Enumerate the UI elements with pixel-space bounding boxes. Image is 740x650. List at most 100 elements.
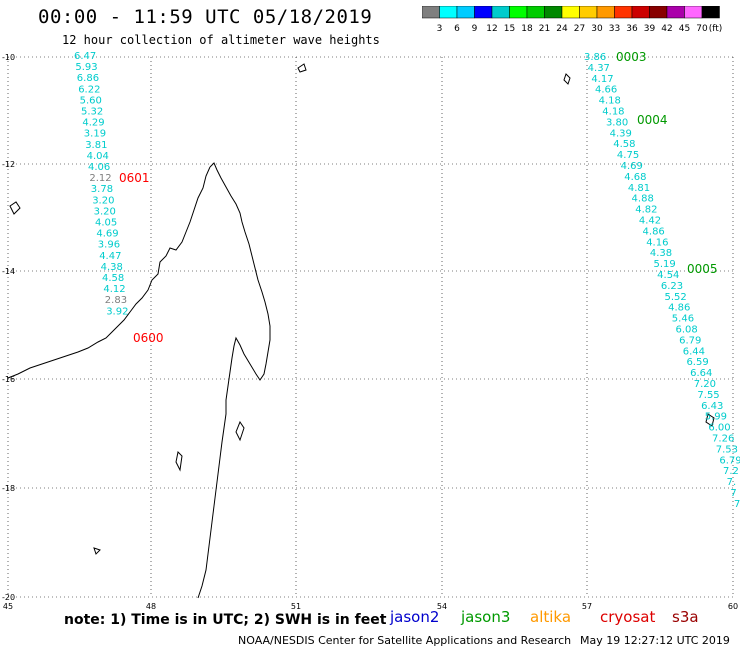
swh-label: 7.	[727, 477, 737, 488]
swh-label: 3.96	[98, 240, 120, 251]
lat-tick-label: -20	[2, 593, 15, 602]
swh-label: 5.32	[81, 107, 103, 118]
colorbar-label: 24	[556, 24, 568, 34]
lon-tick-label: 45	[3, 602, 13, 610]
swh-label: 4.05	[95, 218, 117, 229]
swh-label: 4.66	[595, 85, 617, 96]
legend-s3a: s3a	[672, 608, 699, 626]
colorbar-label: 30	[591, 24, 603, 34]
swh-label: 3.92	[106, 306, 128, 317]
swh-label: 5.99	[705, 412, 727, 423]
island-outline	[563, 73, 571, 85]
island-outline	[297, 63, 307, 73]
swh-label: 6.43	[701, 401, 723, 412]
track-time-label: 0003	[616, 50, 647, 64]
map-subtitle: 12 hour collection of altimeter wave hei…	[62, 33, 380, 47]
swh-label: 4.88	[632, 194, 654, 205]
colorbar-label: 45	[679, 24, 690, 34]
swh-label: 6.47	[74, 51, 96, 62]
track-time-label: 0005	[687, 262, 718, 276]
swh-label: 4.86	[643, 226, 665, 237]
colorbar-label: 39	[644, 24, 656, 34]
legend-cryosat: cryosat	[600, 608, 656, 626]
lon-tick-label: 54	[437, 602, 447, 610]
swh-label: 3.80	[606, 117, 628, 128]
map-title: 00:00 - 11:59 UTC 05/18/2019	[38, 6, 373, 28]
lat-tick-label: -12	[2, 160, 15, 169]
swh-label: 4.12	[103, 284, 125, 295]
lat-tick-label: -14	[2, 267, 15, 276]
swh-label: 4.69	[621, 161, 643, 172]
wave-height-colorbar: 3 6 9 12 15 18 21 24 27 30 33 36 39 42 45 70 (ft)	[422, 6, 722, 34]
swh-label: 4.47	[99, 251, 121, 262]
swh-label: 6.64	[690, 368, 712, 379]
swh-label: 4.18	[602, 107, 624, 118]
colorbar-label: 36	[626, 24, 638, 34]
swh-label: 4.58	[613, 139, 635, 150]
swh-label: 4.18	[599, 96, 621, 107]
footer-note: note: 1) Time is in UTC; 2) SWH is in fe…	[64, 612, 387, 628]
coastline	[7, 63, 715, 599]
swh-label: 4.29	[82, 118, 104, 129]
colorbar-label: 9	[472, 24, 478, 34]
swh-label: 4.54	[657, 270, 679, 281]
altimeter-track-east: 3.864.374.174.664.184.183.804.394.584.75…	[584, 50, 740, 510]
colorbar-label: 18	[521, 24, 533, 34]
swh-label: 3.19	[84, 129, 106, 140]
island-outline	[235, 420, 245, 442]
swh-label: 6.22	[78, 84, 100, 95]
swh-label: 6.23	[661, 281, 683, 292]
island-outline	[9, 201, 21, 215]
swh-label: 7	[730, 488, 736, 499]
colorbar-label: 21	[539, 24, 550, 34]
track-time-label: 0004	[637, 113, 668, 127]
island-outline	[93, 547, 101, 555]
swh-label: 4.38	[101, 262, 123, 273]
lat-tick-label: -16	[2, 375, 15, 384]
swh-label: 4.75	[617, 150, 639, 161]
lon-tick-label: 57	[582, 602, 592, 610]
swh-label: 6.59	[686, 357, 708, 368]
colorbar-label: 70	[696, 24, 708, 34]
island-outline	[175, 450, 183, 472]
swh-label: 4.16	[646, 237, 668, 248]
island-outline	[705, 413, 715, 427]
generated-timestamp: May 19 12:27:12 UTC 2019	[580, 634, 730, 647]
colorbar-label: 42	[661, 24, 672, 34]
swh-label: 2.83	[105, 295, 127, 306]
colorbar-label: 12	[486, 24, 497, 34]
madagascar-coastline	[197, 162, 271, 599]
swh-label: 5.93	[75, 62, 97, 73]
legend-jason2: jason2	[390, 608, 440, 626]
credit-text: NOAA/NESDIS Center for Satellite Applica…	[238, 634, 572, 647]
swh-label: 2.12	[89, 173, 111, 184]
lat-tick-label: -18	[2, 484, 15, 493]
altimeter-track-west: 6.475.936.866.225.605.324.293.193.814.04…	[74, 51, 164, 345]
swh-label: 7	[734, 499, 740, 510]
swh-label: 4.39	[610, 128, 632, 139]
swh-label: 7.53	[716, 444, 738, 455]
colorbar-label: 15	[504, 24, 515, 34]
swh-label: 7.2	[723, 466, 739, 477]
swh-label: 4.68	[624, 172, 646, 183]
swh-label: 4.04	[87, 151, 109, 162]
swh-label: 3.86	[584, 52, 606, 63]
swh-label: 7.20	[694, 379, 716, 390]
swh-label: 6.08	[675, 325, 697, 336]
swh-label: 3.20	[94, 206, 116, 217]
colorbar-label: 33	[609, 24, 620, 34]
legend-altika: altika	[530, 608, 572, 626]
swh-label: 4.58	[102, 273, 124, 284]
swh-label: 4.69	[96, 229, 118, 240]
swh-label: 5.46	[672, 314, 694, 325]
swh-label: 4.17	[591, 74, 613, 85]
track-time-label: 0601	[119, 171, 150, 185]
colorbar-label: 6	[454, 24, 460, 34]
track-time-label: 0600	[133, 331, 164, 345]
swh-label: 4.42	[639, 216, 661, 227]
swh-label: 3.81	[85, 140, 107, 151]
swh-label: 6.79	[719, 455, 740, 466]
swh-label: 4.81	[628, 183, 650, 194]
